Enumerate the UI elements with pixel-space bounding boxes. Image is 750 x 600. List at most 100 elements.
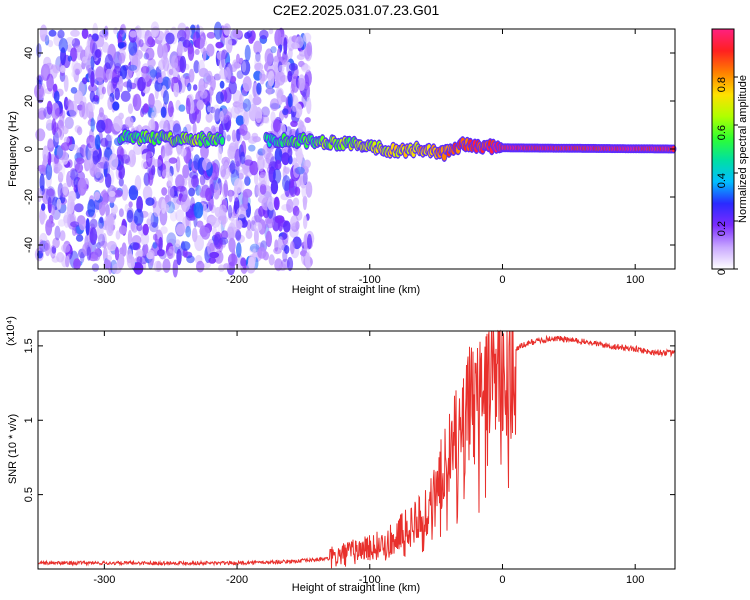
spectrogram-noise-cell [162, 258, 171, 273]
spectrogram-noise-cell [231, 129, 237, 143]
spectrogram-noise-cell [76, 44, 84, 61]
spectrogram-noise-cell [68, 144, 79, 151]
spectrogram-noise-cell [163, 90, 169, 105]
spectrogram-noise-cell [102, 201, 109, 209]
x-tick-label: -100 [359, 574, 381, 586]
x-tick-label: -300 [93, 574, 115, 586]
spectrogram-noise-cell [99, 29, 109, 38]
spectrogram-noise-cell [272, 118, 281, 133]
spectrogram-noise-cell [254, 118, 264, 127]
spectrogram-noise-cell [274, 159, 282, 171]
spectrogram-noise-cell [71, 38, 81, 48]
spectrogram-noise-cell [213, 21, 223, 40]
spectrogram-noise-cell [219, 80, 225, 89]
spectrogram-noise-cell [52, 83, 58, 93]
spectrogram-noise-cell [74, 203, 84, 213]
spectrogram-noise-cell [70, 169, 79, 181]
spectrogram-noise-cell [236, 242, 242, 258]
spectrogram-noise-cell [91, 263, 99, 272]
spectrogram-noise-cell [161, 187, 168, 196]
spectrogram-noise-cell [287, 93, 293, 108]
spectrogram-noise-cell [61, 243, 71, 253]
spectrogram-noise-cell [285, 167, 290, 175]
spectrogram-noise-cell [92, 150, 99, 165]
spectrogram-noise-cell [73, 258, 81, 270]
spectrogram-noise-cell [46, 73, 54, 92]
spectrogram-noise-cell [268, 254, 275, 266]
spectrogram-noise-cell [113, 115, 123, 132]
spectrogram-noise-cell [86, 64, 92, 73]
spectrogram-noise-cell [67, 196, 75, 214]
spectrogram-noise-cell [88, 102, 95, 112]
spectrogram-noise-cell [284, 245, 290, 254]
spectrogram-noise-cell [115, 230, 121, 240]
spectrogram-noise-cell [200, 90, 208, 99]
spectrogram-noise-cell [192, 122, 197, 136]
spectrogram-noise-cell [212, 104, 221, 122]
x-tick-label: -100 [359, 274, 381, 286]
spectrogram-noise-cell [142, 103, 149, 114]
spectrogram-noise-cell [179, 186, 188, 203]
spectrogram-noise-cell [228, 142, 236, 159]
spectrogram-noise-cell [297, 146, 303, 165]
spectrogram-noise-cell [137, 76, 146, 92]
spectrogram-noise-cell [42, 145, 49, 164]
y-tick-label: 0.5 [23, 487, 35, 502]
spectrogram-noise-cell [142, 185, 153, 201]
spectrogram-noise-cell [141, 66, 150, 74]
spectrogram-noise-cell [236, 99, 245, 113]
spectrogram-noise-cell [124, 116, 134, 128]
spectrogram-noise-cell [248, 256, 255, 270]
spectrogram-noise-cell [244, 32, 251, 39]
spectrogram-noise-cell [105, 173, 112, 188]
spectrogram-noise-cell [244, 174, 250, 187]
x-tick-label: -200 [226, 274, 248, 286]
spectrogram-noise-cell [282, 59, 288, 67]
spectrogram-noise-cell [193, 201, 204, 219]
spectrogram-noise-cell [303, 32, 312, 43]
spectrogram-noise-cell [59, 230, 66, 242]
spectrogram-noise-cell [220, 50, 226, 68]
spectrogram-noise-cell [264, 117, 270, 124]
spectrogram-noise-cell [193, 84, 198, 91]
spectrogram-noise-cell [76, 147, 85, 161]
spectrogram-noise-cell [70, 29, 80, 37]
snr-y-ticks: 0.5 1 1.5 [23, 338, 675, 502]
spectrogram-noise-cell [114, 246, 120, 261]
spectrogram-noise-cell [173, 81, 180, 98]
spectrogram-noise-cell [185, 97, 191, 115]
spectrogram-noise-cell [73, 90, 83, 105]
spectrogram-noise-cell [270, 46, 277, 54]
spectrogram-noise-cell [223, 179, 228, 197]
spectrogram-noise-cell [275, 87, 284, 99]
spectrogram-noise-cell [144, 243, 149, 256]
spectrogram-noise-cell [46, 100, 53, 115]
spectrogram-noise-cell [274, 239, 279, 252]
spectrogram-noise-cell [193, 154, 201, 171]
spectrogram-noise-cell [236, 207, 247, 219]
spectrogram-noise-cell [209, 251, 220, 259]
spectrogram-noise-cell [244, 176, 251, 186]
spectrogram-noise-cell [150, 112, 158, 118]
colorbar-tick-label: 0 [716, 269, 728, 275]
spectrogram-noise-cell [105, 68, 113, 80]
spectrogram-noise-cell [57, 161, 66, 179]
spectrogram-noise-cell [241, 60, 247, 73]
spectrogram-noise-cell [253, 40, 262, 55]
spectrogram-noise-cell [147, 36, 154, 45]
spectrogram-noise-cell [218, 239, 223, 253]
spectrogram-noise-cell [134, 175, 142, 191]
spectrogram-noise-cell [225, 37, 233, 49]
spectrogram-noise-cell [289, 241, 295, 255]
spectrogram-noise-cell [273, 55, 279, 73]
spectrogram-noise-cell [128, 201, 133, 208]
spectrogram-noise-cell [161, 52, 168, 66]
spectrogram-noise-cell [136, 223, 143, 232]
spectrogram-noise-cell [91, 97, 100, 104]
spectrogram-noise-cell [89, 227, 98, 246]
spectrogram-noise-cell [273, 55, 279, 63]
spectrogram-noise-cell [74, 68, 81, 76]
spectrogram-noise-cell [205, 187, 212, 202]
spectrogram-noise-cell [118, 208, 124, 218]
